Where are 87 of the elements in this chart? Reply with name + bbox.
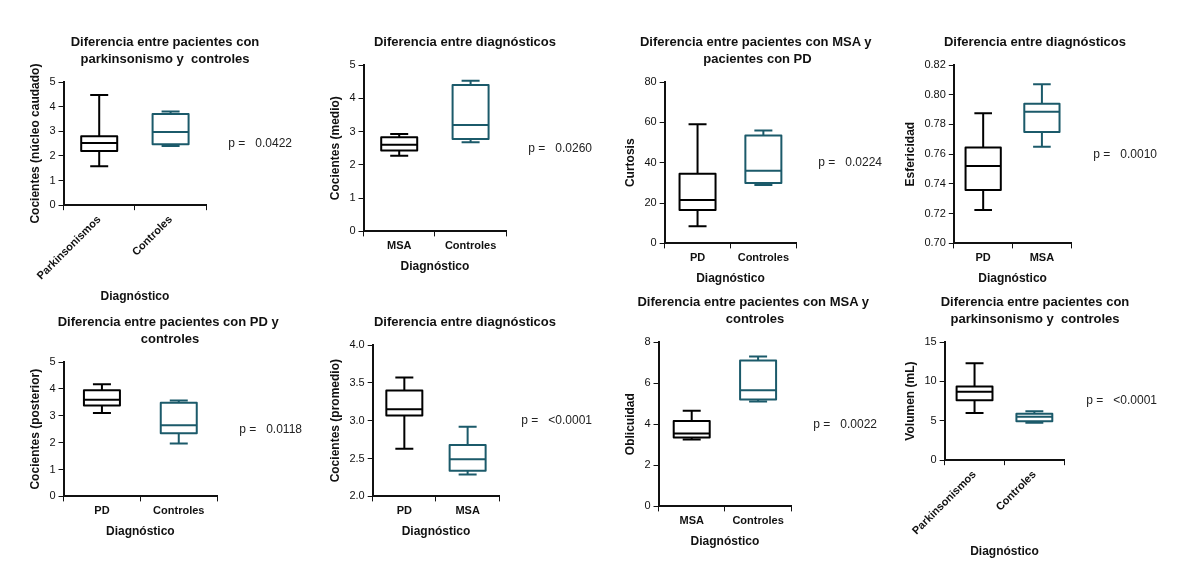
x-tick-label: PD [975, 251, 991, 264]
x-tick-label: MSA [1029, 251, 1055, 264]
y-tick-label: 1 [49, 462, 56, 475]
x-tick-label: Controles [444, 239, 497, 252]
y-tick-label: 0 [644, 499, 651, 512]
y-tick-label: 5 [49, 355, 56, 368]
x-axis-title: Diagnóstico [696, 271, 765, 286]
y-tick-label: 0 [49, 489, 56, 502]
x-axis-title: Diagnóstico [400, 259, 470, 274]
x-tick-label: Controles [153, 504, 205, 517]
x-tick-label: MSA [455, 504, 480, 517]
y-tick-label: 3.0 [349, 413, 365, 426]
y-tick-label: 0.80 [924, 87, 946, 100]
y-axis-title: Volumen (mL) [902, 361, 917, 441]
chart-title: Diferencia entre pacientes con MSA y controles [637, 294, 873, 327]
y-tick-label: 5 [930, 413, 937, 426]
y-tick-label: 5 [49, 75, 56, 88]
text: p = 0.0260 [528, 140, 593, 155]
y-tick-label: 0.76 [924, 147, 946, 160]
x-axis-title: Diagnóstico [690, 534, 760, 549]
y-tick-label: 3 [349, 124, 356, 137]
y-tick-label: 2 [49, 148, 56, 161]
y-tick-label: 4.0 [349, 338, 365, 351]
text: p = 0.0422 [228, 135, 293, 150]
text: p = <0.0001 [521, 413, 593, 428]
y-tick-label: 40 [644, 155, 657, 168]
y-tick-label: 0.72 [924, 206, 946, 219]
x-tick-label: PD [396, 504, 413, 517]
text: p = 0.0224 [818, 155, 883, 170]
y-tick-label: 4 [49, 99, 56, 112]
chart-title: Diferencia entre pacientes con PD y controles [57, 314, 283, 347]
x-axis-title: Diagnóstico [401, 524, 471, 539]
x-axis-title: Diagnóstico [970, 544, 1039, 559]
chart-title: Diferencia entre diagnósticos [373, 34, 557, 50]
y-tick-label: 10 [924, 374, 937, 387]
x-tick-label: PD [689, 251, 706, 264]
y-tick-label: 15 [924, 335, 937, 348]
y-tick-label: 20 [644, 196, 657, 209]
y-axis-title: Cocientes (medio) [327, 96, 342, 201]
y-tick-label: 5 [349, 58, 356, 71]
chart-title: Diferencia entre pacientes con parkinsonismo y controles [940, 294, 1130, 327]
chart-title: Diferencia entre pacientes con parkinsonismo y controles [70, 34, 260, 67]
y-tick-label: 2 [644, 458, 651, 471]
x-axis-title: Diagnóstico [978, 271, 1047, 286]
text: p = 0.0118 [239, 421, 303, 436]
y-tick-label: 0.74 [924, 176, 946, 189]
chart-title: Diferencia entre diagnósticos [943, 34, 1127, 50]
y-tick-label: 3 [49, 124, 56, 137]
x-axis-title: Diagnóstico [100, 289, 170, 304]
y-tick-label: 60 [644, 115, 657, 128]
y-tick-label: 8 [644, 335, 651, 348]
y-tick-label: 2.5 [349, 451, 365, 464]
text: p = 0.0010 [1093, 146, 1158, 161]
y-tick-label: 0 [349, 224, 356, 237]
y-tick-label: 0 [650, 236, 657, 249]
y-tick-label: 4 [49, 381, 56, 394]
y-tick-label: 4 [644, 417, 651, 430]
y-axis-title: Esfericidad [902, 121, 917, 187]
y-tick-label: 80 [644, 75, 657, 88]
text: p = <0.0001 [1086, 393, 1158, 408]
x-tick-label: Controles [732, 514, 784, 527]
y-axis-title: Cocientes (posterior) [27, 368, 42, 490]
y-axis-title: Cocientes (promedio) [327, 359, 342, 483]
y-tick-label: 0 [49, 198, 56, 211]
y-tick-label: 0 [930, 453, 937, 466]
y-tick-label: 4 [349, 91, 356, 104]
chart-title: Diferencia entre pacientes con MSA y pacientes con PD [639, 34, 876, 67]
y-axis-title: Curtosis [622, 138, 637, 188]
y-axis-title: Oblicuidad [622, 393, 637, 456]
y-tick-label: 2 [49, 435, 56, 448]
text: p = 0.0022 [813, 416, 878, 431]
y-tick-label: 0.70 [924, 236, 946, 249]
y-tick-label: 1 [49, 173, 56, 186]
y-tick-label: 2 [349, 157, 356, 170]
x-axis-title: Diagnóstico [106, 524, 175, 539]
chart-title: Diferencia entre diagnósticos [373, 314, 557, 330]
y-tick-label: 0.78 [924, 117, 946, 130]
y-tick-label: 3.5 [349, 375, 365, 388]
x-tick-label: MSA [679, 514, 704, 527]
y-tick-label: 1 [349, 191, 356, 204]
x-tick-label: MSA [386, 239, 412, 252]
y-tick-label: 2.0 [349, 489, 365, 502]
y-tick-label: 0.82 [924, 58, 946, 71]
x-tick-label: Controles [737, 251, 790, 264]
x-tick-label: PD [94, 504, 110, 517]
y-tick-label: 3 [49, 408, 56, 421]
y-tick-label: 6 [644, 376, 651, 389]
